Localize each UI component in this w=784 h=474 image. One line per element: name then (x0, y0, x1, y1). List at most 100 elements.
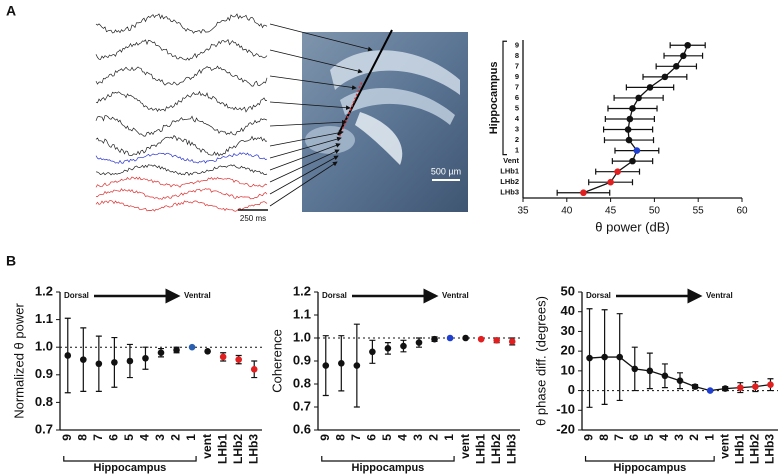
y-tick-label: 1.2 (35, 283, 53, 298)
data-point (580, 189, 587, 197)
y-tick-label: 30 (561, 323, 575, 338)
data-point (601, 353, 608, 361)
x-axis-title: θ power (dB) (595, 219, 669, 234)
data-point (633, 147, 641, 154)
y-tick-label: 1.1 (35, 311, 53, 326)
x-tick-label: 7 (612, 434, 626, 441)
y-tick-label: Vent (503, 156, 519, 165)
y-tick-label: LHb1 (500, 167, 519, 176)
trace (95, 188, 268, 200)
y-tick-label: 2 (515, 135, 519, 144)
x-tick-label: 4 (138, 434, 152, 441)
data-point (625, 136, 633, 144)
y-tick-label: 0.6 (293, 421, 311, 436)
traces (95, 13, 373, 212)
x-tick-label: 1 (702, 434, 716, 441)
x-tick-label: 2 (427, 434, 441, 441)
y-tick-label: 1.1 (293, 306, 311, 321)
x-tick-label: LHb1 (732, 434, 746, 464)
x-tick-label: 5 (122, 434, 136, 441)
data-point (493, 337, 500, 344)
bracket (63, 456, 197, 462)
scale-label: 250 ms (240, 214, 266, 223)
data-point (629, 105, 636, 112)
y-tick-label: 4 (515, 114, 520, 123)
data-point (661, 372, 669, 380)
data-point (684, 41, 691, 49)
x-tick-label: 1 (184, 434, 198, 441)
group-label: Hippocampus (613, 462, 686, 474)
histology-image: 500 µm (302, 29, 468, 212)
y-tick-label: 6 (515, 93, 519, 102)
x-tick-label: LHb3 (246, 434, 260, 464)
y-tick-label: 1.0 (35, 339, 53, 354)
x-tick-label: 9 (318, 434, 332, 441)
y-tick-label: 1.2 (293, 283, 311, 298)
bracket (321, 456, 455, 462)
data-point (607, 178, 614, 186)
data-point (462, 334, 469, 342)
arrow (269, 161, 338, 207)
data-point (173, 346, 180, 354)
y-axis-title: Normalized θ power (11, 303, 26, 419)
data-point (646, 84, 654, 91)
arrow (269, 119, 347, 127)
data-point (219, 353, 227, 361)
y-tick-label: 50 (561, 283, 575, 298)
x-tick-label: 2 (169, 434, 183, 441)
data-point (235, 356, 242, 363)
data-point (676, 377, 684, 385)
data-point (629, 157, 636, 165)
trace (95, 90, 268, 113)
data-point (508, 338, 516, 345)
y-tick-label: 20 (561, 343, 575, 358)
data-point (400, 342, 407, 350)
data-point (204, 348, 211, 355)
trace (95, 39, 268, 61)
x-tick-label: 8 (597, 434, 611, 441)
y-axis-title: θ phase diff. (degrees) (533, 296, 548, 426)
data-point (415, 339, 423, 346)
data-point (624, 126, 632, 133)
y-tick-label: 1.0 (293, 329, 311, 344)
x-tick-label: 4 (396, 434, 410, 441)
x-tick-label: LHb3 (763, 434, 777, 464)
arrow (269, 101, 351, 111)
y-tick-label: 1 (515, 146, 519, 155)
y-tick-label: 9 (515, 72, 519, 81)
x-tick-label: LHb2 (748, 434, 762, 464)
trace (95, 164, 268, 176)
y-tick-label: 7 (515, 61, 519, 70)
panel-label: B (6, 253, 16, 269)
data-point (431, 335, 438, 343)
data-point (706, 387, 714, 394)
direction-label: Ventral (442, 291, 469, 300)
x-tick-label: 1 (442, 434, 456, 441)
y-tick-label: 3 (515, 125, 519, 134)
trace (95, 65, 268, 87)
data-point (446, 334, 454, 342)
x-tick-label: LHb1 (473, 434, 487, 464)
x-tick-label: 6 (627, 434, 641, 441)
y-tick-label: LHb3 (500, 188, 519, 197)
y-axis-title: Coherence (269, 329, 284, 393)
data-point (126, 357, 134, 365)
panel-label: A (6, 3, 16, 19)
data-point (64, 352, 72, 359)
y-tick-label: 7 (515, 82, 519, 91)
data-point (353, 362, 361, 369)
data-point (691, 383, 699, 390)
x-tick-label: vent (717, 434, 731, 459)
x-tick-label: 40 (561, 206, 573, 217)
arrow (269, 155, 339, 195)
data-point (626, 115, 634, 123)
data-point (673, 63, 680, 70)
scale-label: 500 µm (431, 166, 461, 176)
data-point (80, 356, 87, 363)
x-tick-label: 6 (365, 434, 379, 441)
arrow (269, 143, 341, 171)
data-point (752, 383, 759, 390)
data-point (616, 353, 623, 361)
x-tick-label: 9 (582, 434, 596, 441)
